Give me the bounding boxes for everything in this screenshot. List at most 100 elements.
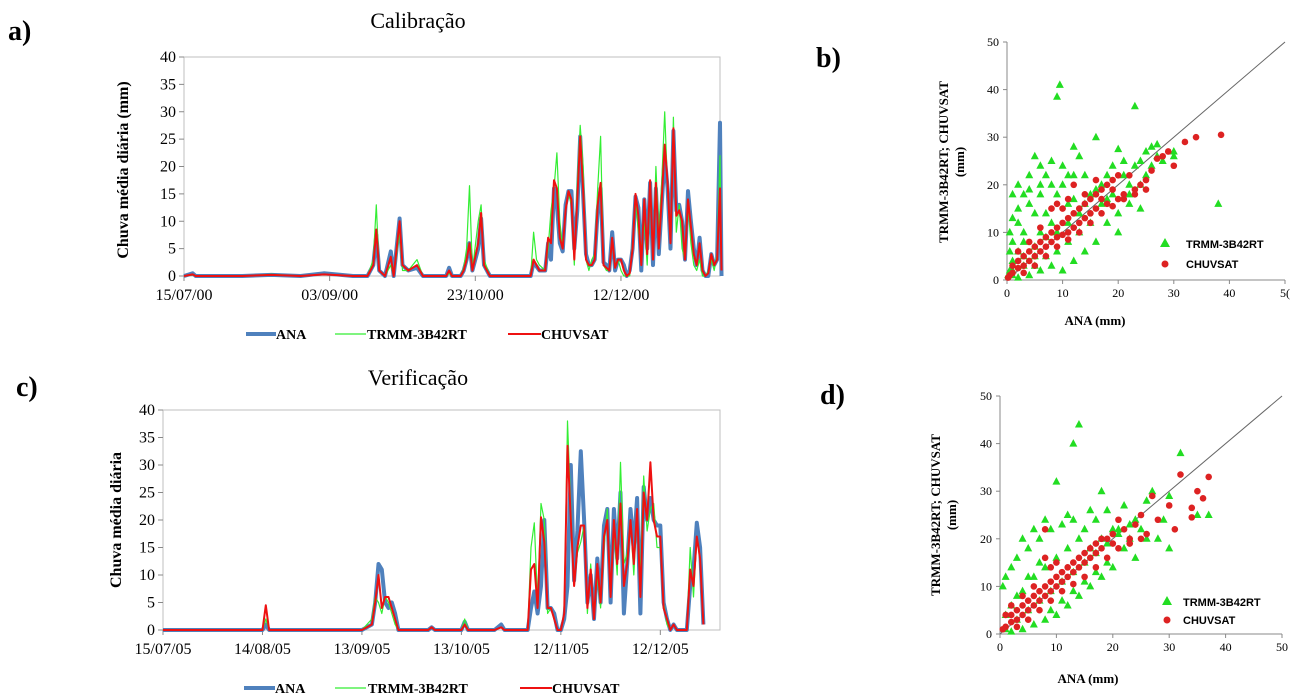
scatter-point-chuvsat <box>1064 573 1071 581</box>
scatter-point-trmm <box>1158 156 1167 164</box>
x-tick-label: 03/09/00 <box>301 287 358 304</box>
scatter-point-chuvsat <box>1098 195 1105 203</box>
scatter-point-trmm <box>1029 524 1038 533</box>
y-tick-label: 10 <box>987 225 999 239</box>
scatter-point-chuvsat <box>1115 545 1122 552</box>
scatter-point-trmm <box>1097 199 1106 207</box>
scatter-point-trmm <box>1046 605 1055 614</box>
scatter-point-trmm <box>1075 151 1084 160</box>
scatter-point-trmm <box>1153 139 1162 148</box>
scatter-point-chuvsat <box>1109 186 1116 193</box>
x-tick-label: 30 <box>1168 286 1180 300</box>
scatter-point-trmm <box>1018 534 1027 542</box>
scatter-point-chuvsat <box>1030 583 1038 590</box>
x-tick-label: 23/10/00 <box>447 287 504 304</box>
legend-chuvsat-label: CHUVSAT <box>552 682 620 697</box>
scatter-point-trmm <box>1130 101 1139 110</box>
scatter-point-chuvsat <box>1126 171 1133 179</box>
scatter-point-trmm <box>1131 515 1140 523</box>
scatter-point-chuvsat <box>1075 229 1083 236</box>
scatter-point-trmm <box>1080 577 1089 585</box>
scatter-point-trmm <box>1058 596 1067 604</box>
scatter-point-chuvsat <box>1137 181 1144 189</box>
scatter-point-trmm <box>1052 610 1061 618</box>
scatter-point-trmm <box>1047 156 1056 164</box>
scatter-point-chuvsat <box>1115 516 1122 524</box>
scatter-point-chuvsat <box>1036 606 1043 614</box>
scatter-point-chuvsat <box>1058 578 1066 585</box>
scatter-point-chuvsat <box>1154 516 1162 524</box>
scatter-point-chuvsat <box>1058 568 1066 576</box>
scatter-point-trmm <box>1035 558 1044 566</box>
y-tick-label: 20 <box>139 512 155 529</box>
scatter-point-trmm <box>1142 170 1150 179</box>
scatter-point-chuvsat <box>1098 535 1105 543</box>
series-trmm-line <box>183 111 723 277</box>
scatter-point-trmm <box>1165 491 1174 499</box>
scatter-point-chuvsat <box>1053 583 1060 590</box>
scatter-point-chuvsat <box>1042 243 1050 250</box>
legend-chuvsat-label: CHUVSAT <box>541 328 609 343</box>
scatter-point-chuvsat <box>1075 554 1083 562</box>
scatter-point-trmm <box>1103 539 1112 547</box>
scatter-point-chuvsat <box>1019 592 1026 600</box>
x-tick-label: 15/07/05 <box>135 641 192 658</box>
legend-trmm-marker <box>1160 238 1170 247</box>
scatter-point-trmm <box>1086 505 1095 514</box>
x-tick-label: 15/07/00 <box>156 287 213 304</box>
scatter-point-trmm <box>1108 524 1117 533</box>
scatter-point-chuvsat <box>1047 597 1055 604</box>
scatter-point-trmm <box>1075 208 1084 217</box>
scatter-point-trmm <box>1041 208 1050 217</box>
scatter-point-chuvsat <box>1142 186 1150 193</box>
scatter-point-chuvsat <box>1009 262 1016 270</box>
scatter-point-chuvsat <box>1092 540 1100 547</box>
scatter-point-chuvsat <box>1036 597 1043 604</box>
scatter-point-trmm <box>1008 237 1017 245</box>
x-tick-label: 10 <box>1057 286 1069 300</box>
scatter-point-chuvsat <box>1013 616 1021 624</box>
scatter-point-chuvsat <box>1120 191 1128 198</box>
scatter-point-trmm <box>1130 161 1139 169</box>
scatter-point-chuvsat <box>1070 559 1077 566</box>
scatter-point-chuvsat <box>1092 191 1100 198</box>
scatter-point-chuvsat <box>1047 578 1055 585</box>
scatter-point-trmm <box>1091 237 1100 245</box>
series-trmm-points <box>998 420 1213 635</box>
scatter-point-chuvsat <box>1109 176 1116 184</box>
scatter-point-chuvsat <box>1109 540 1117 547</box>
scatter-point-trmm <box>1119 170 1128 179</box>
scatter-point-trmm <box>1052 477 1061 485</box>
scatter-point-trmm <box>1125 180 1134 188</box>
scatter-point-trmm <box>1136 156 1145 164</box>
scatter-point-trmm <box>1063 543 1072 552</box>
scatter-point-chuvsat <box>1194 487 1201 495</box>
scatter-point-trmm <box>1114 144 1123 153</box>
scatter-point-chuvsat <box>1070 181 1078 189</box>
panel-b-ylabel-line2: (mm) <box>952 147 967 177</box>
scatter-point-chuvsat <box>1070 580 1077 588</box>
panel-b-xlabel: ANA (mm) <box>1064 313 1125 328</box>
scatter-point-trmm <box>1047 218 1056 226</box>
scatter-point-chuvsat <box>1053 559 1060 566</box>
scatter-point-chuvsat <box>1042 252 1050 260</box>
scatter-point-chuvsat <box>1126 535 1134 543</box>
panel-a-chart: 0 5 10 15 20 25 30 35 40 15/07/00 03/09/00 23/10/00… <box>156 49 724 304</box>
scatter-point-chuvsat <box>1025 257 1033 265</box>
scatter-point-chuvsat <box>1131 186 1139 193</box>
scatter-point-chuvsat <box>1019 602 1026 609</box>
scatter-point-chuvsat <box>1171 525 1179 533</box>
y-tick-label: 15 <box>160 186 176 203</box>
scatter-point-chuvsat <box>1004 274 1012 281</box>
scatter-point-chuvsat <box>1103 200 1111 208</box>
legend-chuvsat-marker <box>1163 616 1171 624</box>
scatter-point-trmm <box>1046 524 1055 533</box>
scatter-point-trmm <box>1035 534 1044 542</box>
scatter-point-chuvsat <box>1165 502 1173 509</box>
scatter-point-chuvsat <box>1086 554 1094 562</box>
panel-a-letter: a) <box>8 16 31 47</box>
scatter-point-chuvsat <box>1075 205 1083 212</box>
scatter-point-chuvsat <box>1086 545 1094 552</box>
scatter-point-trmm <box>1165 543 1174 552</box>
scatter-point-chuvsat <box>1013 606 1021 614</box>
